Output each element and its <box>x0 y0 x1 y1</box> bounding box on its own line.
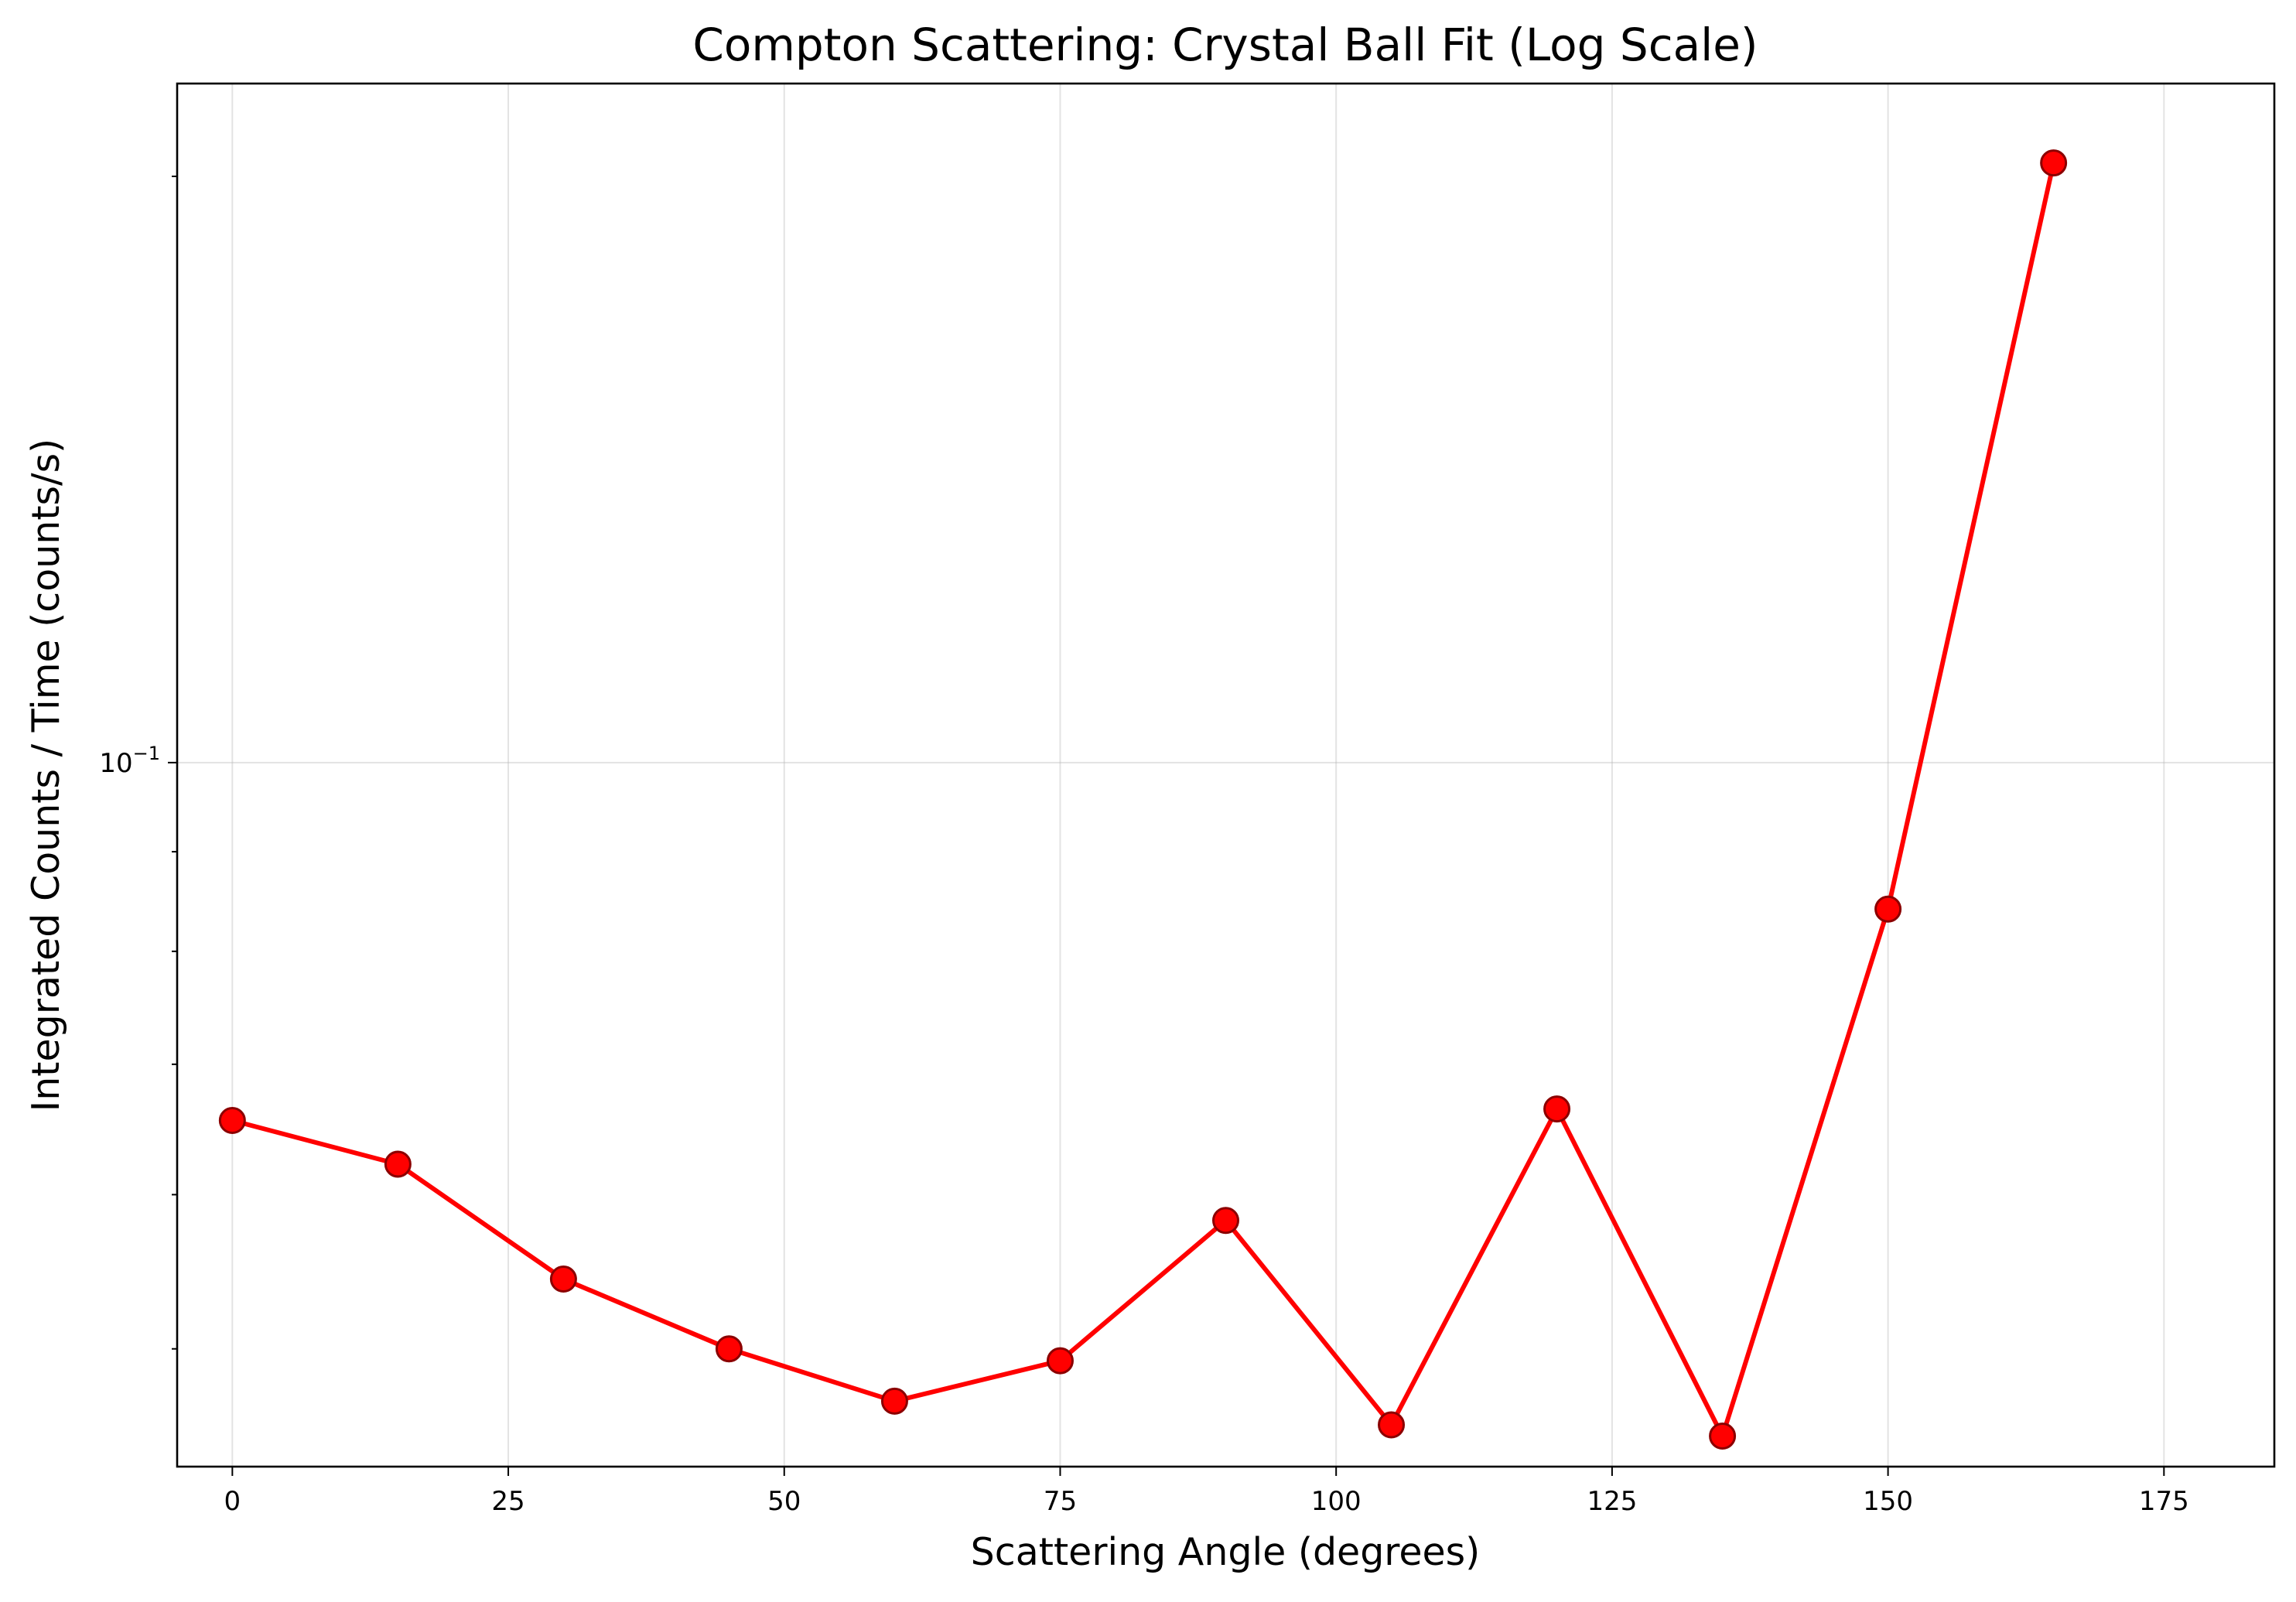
data-point-11 <box>2040 149 2068 177</box>
y-tick-label-0: 10−1 <box>99 743 160 779</box>
data-point-9 <box>1709 1423 1737 1450</box>
series-layer <box>218 149 2068 1450</box>
x-tick-label-1: 25 <box>491 1486 524 1517</box>
x-tick-label-4: 100 <box>1311 1486 1362 1517</box>
data-point-4 <box>880 1387 908 1415</box>
axis-ticks: 0 25 50 75 100 125 150 175 10−1 <box>99 175 2189 1517</box>
x-tick-label-2: 50 <box>767 1486 801 1517</box>
data-point-7 <box>1378 1411 1406 1439</box>
chart-title: Compton Scattering: Crystal Ball Fit (Lo… <box>692 19 1758 71</box>
x-tick-label-0: 0 <box>224 1486 241 1517</box>
data-point-0 <box>218 1106 246 1134</box>
data-point-1 <box>384 1150 412 1178</box>
x-tick-label-3: 75 <box>1044 1486 1077 1517</box>
x-tick-label-7: 175 <box>2139 1486 2189 1517</box>
y-axis-label: Integrated Counts / Time (counts/s) <box>24 439 68 1112</box>
x-axis-label: Scattering Angle (degrees) <box>971 1530 1481 1574</box>
grid <box>177 84 2274 1467</box>
data-point-8 <box>1543 1095 1571 1123</box>
data-point-2 <box>549 1266 577 1293</box>
data-point-6 <box>1212 1207 1239 1235</box>
data-point-3 <box>715 1335 743 1363</box>
data-point-5 <box>1046 1347 1074 1375</box>
data-point-10 <box>1874 895 1902 923</box>
x-tick-label-5: 125 <box>1587 1486 1637 1517</box>
plot-area-frame <box>176 82 2276 1468</box>
x-tick-label-6: 150 <box>1863 1486 1913 1517</box>
series-line-0 <box>230 160 2056 1439</box>
